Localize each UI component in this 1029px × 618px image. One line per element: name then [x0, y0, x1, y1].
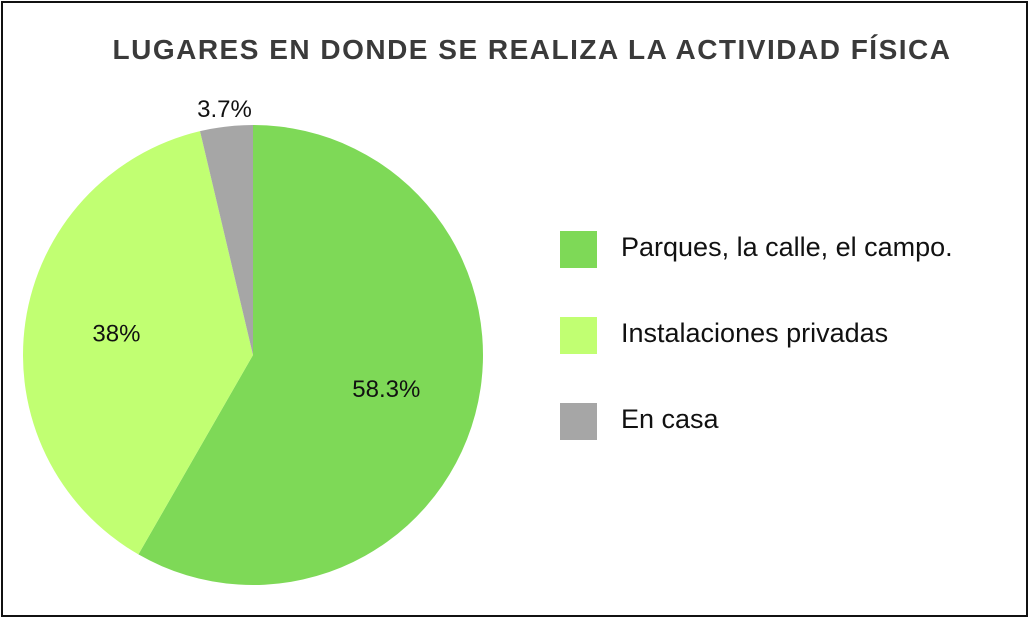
- chart-title: LUGARES EN DONDE SE REALIZA LA ACTIVIDAD…: [112, 34, 952, 65]
- data-label: 58.3%: [352, 376, 420, 403]
- data-label: 3.7%: [197, 96, 252, 123]
- data-label: 38%: [92, 320, 140, 347]
- legend-swatch: [560, 403, 597, 440]
- legend-label: Instalaciones privadas: [621, 318, 888, 348]
- legend-label: Parques, la calle, el campo.: [621, 232, 953, 262]
- legend-swatch: [560, 317, 597, 354]
- legend-label: En casa: [621, 404, 720, 434]
- pie-slice: [138, 125, 484, 585]
- pie-slice: [200, 125, 253, 355]
- legend-swatch: [560, 231, 597, 268]
- pie-slice: [23, 131, 253, 555]
